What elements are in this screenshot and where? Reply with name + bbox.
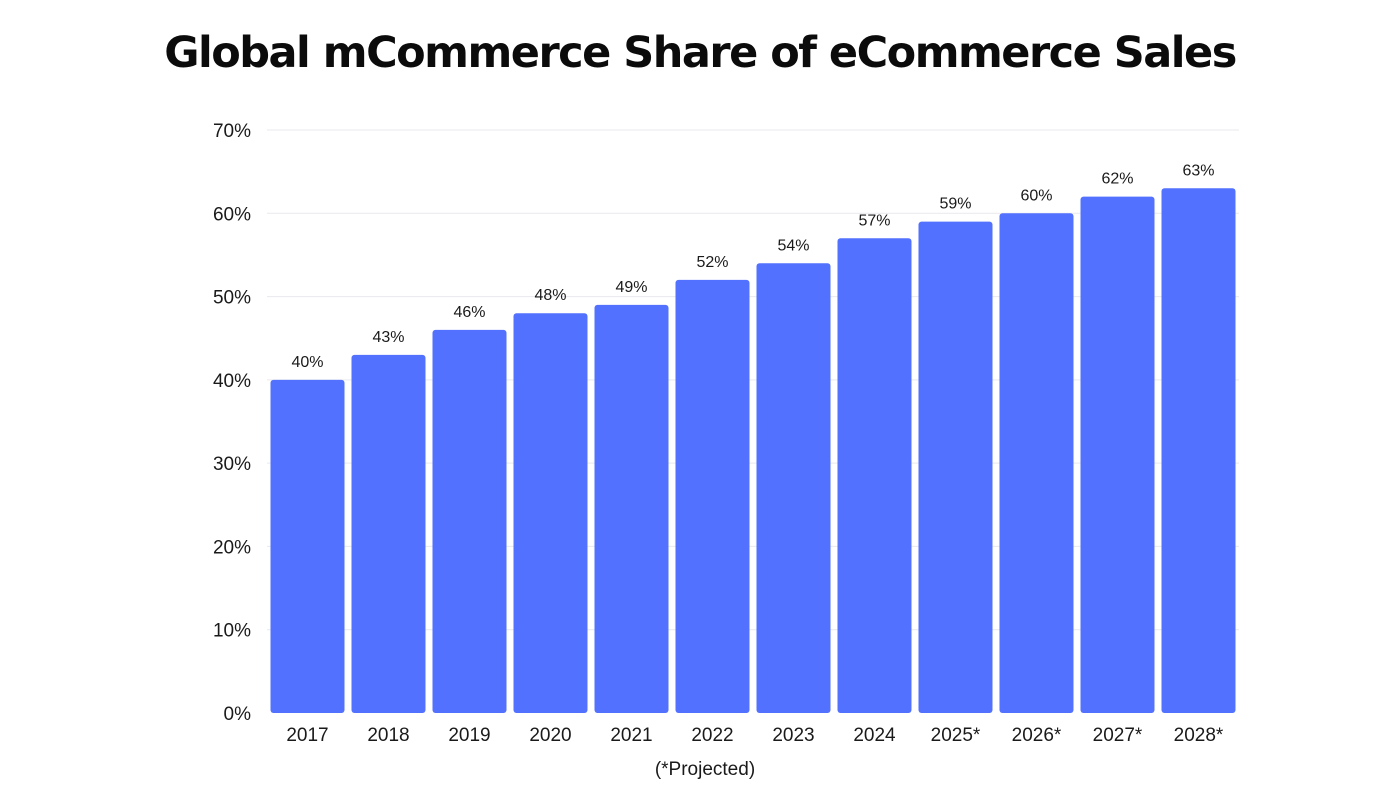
x-tick-label: 2024 (853, 725, 896, 746)
data-label: 54% (777, 237, 809, 254)
x-tick-label: 2026* (1012, 725, 1062, 746)
x-tick-label: 2027* (1093, 725, 1143, 746)
y-tick-label: 60% (213, 204, 251, 225)
x-tick-label: 2017 (286, 725, 328, 746)
x-axis-ticks: 2017 2018 2019 2020 2021 2022 2023 2024 2025* 202… (286, 725, 1224, 746)
data-label: 48% (534, 287, 566, 304)
x-tick-label: 2020 (529, 725, 571, 746)
bar (513, 313, 588, 713)
data-label: 62% (1101, 171, 1133, 188)
bar (837, 238, 912, 713)
bar (756, 263, 831, 713)
bar (1080, 196, 1155, 714)
chart-title: Global mCommerce Share of eCommerce Sale… (164, 28, 1237, 78)
data-label: 52% (696, 254, 728, 271)
y-axis-ticks: 0% 10% 20% 30% 40% 50% 60% 70% (213, 121, 251, 725)
data-label: 46% (453, 304, 485, 321)
data-label: 49% (615, 279, 647, 296)
grid-lines (267, 129, 1239, 631)
y-tick-label: 70% (213, 121, 251, 142)
bar (675, 279, 750, 713)
bar (432, 329, 507, 713)
y-tick-label: 10% (213, 621, 251, 642)
bar (918, 221, 993, 713)
data-label: 40% (291, 354, 323, 371)
y-tick-label: 30% (213, 454, 251, 475)
x-tick-label: 2019 (448, 725, 490, 746)
data-label: 59% (939, 196, 971, 213)
bar (594, 304, 669, 713)
x-tick-label: 2018 (367, 725, 409, 746)
data-label: 63% (1182, 162, 1214, 179)
x-tick-label: 2021 (610, 725, 652, 746)
data-label: 43% (372, 329, 404, 346)
data-label: 57% (858, 212, 890, 229)
data-labels: 40% 43% 46% 48% 49% 52% 54% 57% 59% 60% 62% 63% (291, 162, 1214, 371)
y-tick-label: 0% (224, 704, 252, 725)
y-tick-label: 20% (213, 537, 251, 558)
y-tick-label: 40% (213, 371, 251, 392)
bar (1161, 188, 1236, 714)
x-tick-label: 2022 (691, 725, 733, 746)
y-tick-label: 50% (213, 288, 251, 309)
bars (270, 188, 1236, 714)
x-tick-label: 2025* (931, 725, 981, 746)
data-label: 60% (1020, 187, 1052, 204)
bar (270, 379, 345, 713)
x-tick-label: 2023 (772, 725, 814, 746)
x-tick-label: 2028* (1174, 725, 1224, 746)
bar (351, 354, 426, 713)
bar (999, 213, 1074, 714)
projected-note: (*Projected) (655, 759, 755, 780)
